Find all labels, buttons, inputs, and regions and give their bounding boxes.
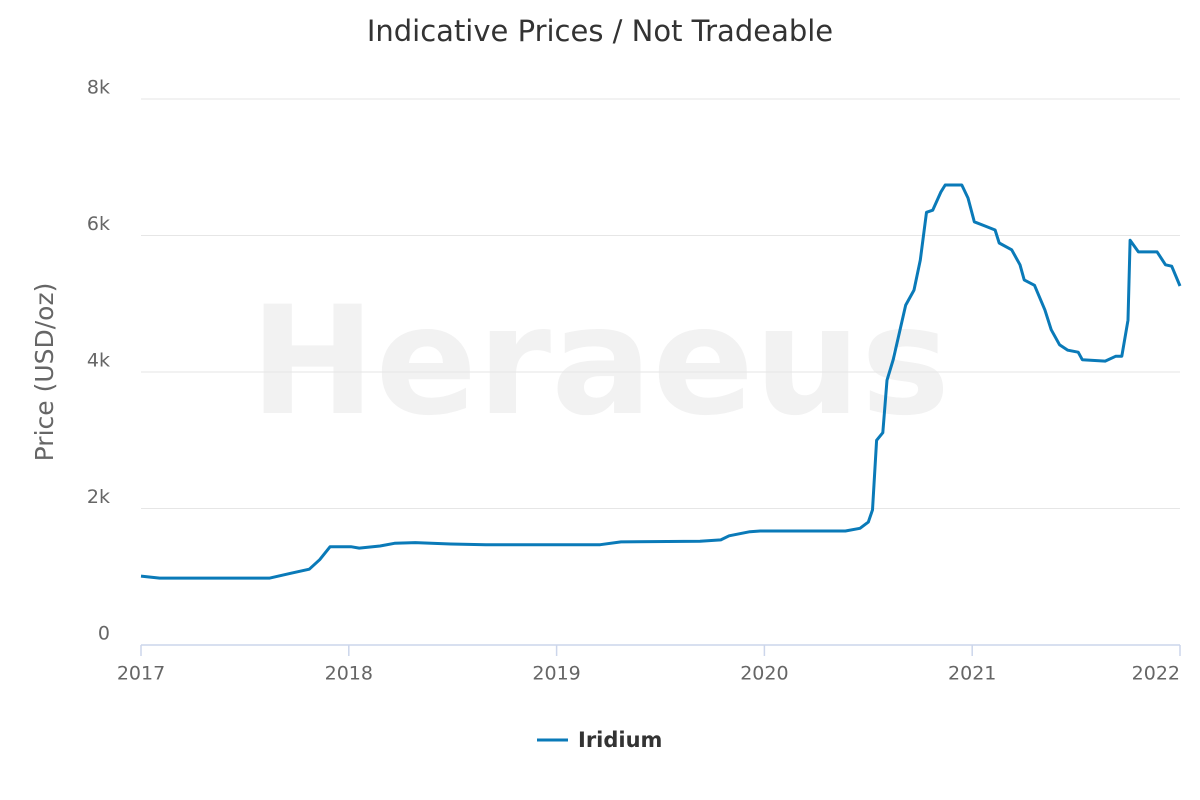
y-axis-label: Price (USD/oz) [30, 283, 59, 462]
x-tick-label: 2018 [325, 663, 373, 685]
chart-title: Indicative Prices / Not Tradeable [367, 14, 833, 48]
x-tick-label: 2022 [1132, 663, 1180, 685]
x-tick-label: 2019 [532, 663, 580, 685]
x-tick-label: 2020 [740, 663, 788, 685]
legend-label: Iridium [578, 728, 662, 752]
y-tick-label: 2k [87, 486, 110, 508]
x-tick-label: 2021 [948, 663, 996, 685]
y-tick-label: 8k [87, 77, 110, 99]
y-tick-label: 6k [87, 213, 110, 235]
x-tick-label: 2017 [117, 663, 165, 685]
y-tick-label: 0 [98, 623, 110, 645]
y-tick-label: 4k [87, 350, 110, 372]
data-line [140, 183, 1182, 580]
watermark: Heraeus [250, 275, 950, 449]
